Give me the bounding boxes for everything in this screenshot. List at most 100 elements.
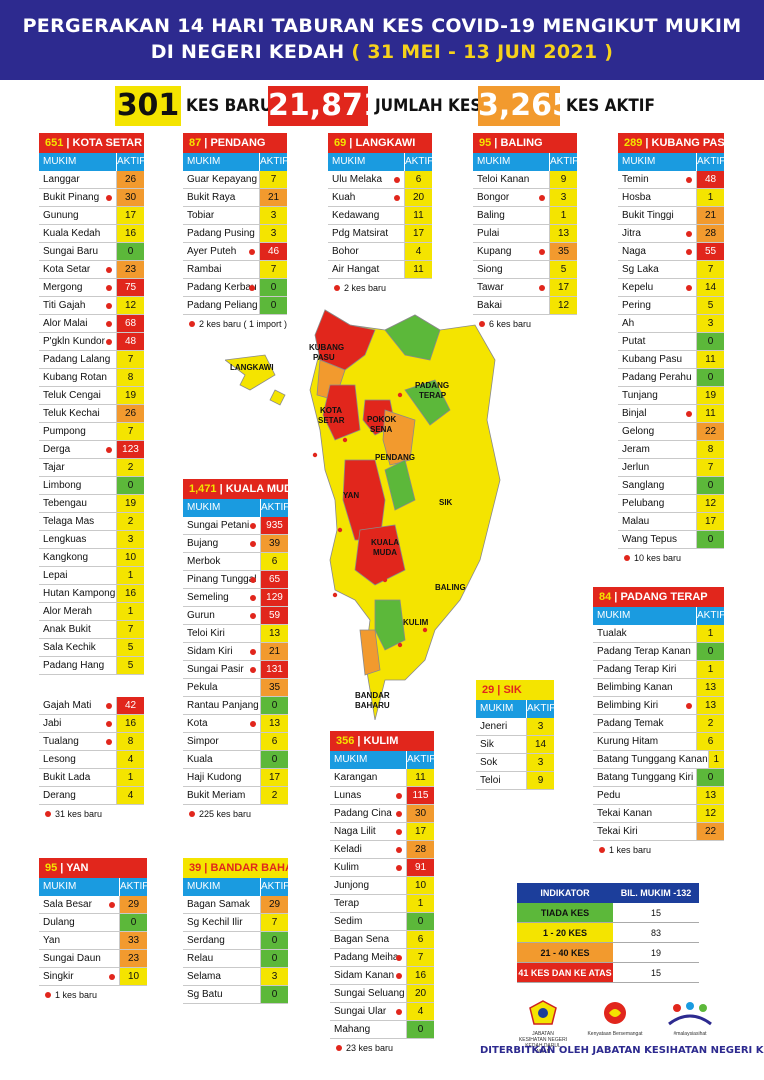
mukim-aktif: 28	[696, 225, 724, 242]
map-region	[314, 309, 376, 371]
mukim-aktif: 1	[116, 603, 144, 620]
district-panel-padang-terap: 84 | PADANG TERAP MUKIM AKTIF Tualak 1 Padang…	[593, 587, 725, 841]
district-title: 69 | LANGKAWI	[328, 133, 432, 153]
mukim-aktif: 4	[406, 1003, 434, 1020]
mukim-name: Padang Perahu	[622, 372, 692, 383]
new-case-dot	[396, 955, 402, 961]
mukim-aktif: 131	[260, 661, 288, 678]
new-case-dot	[250, 595, 256, 601]
mukim-aktif: 23	[119, 950, 147, 967]
mukim-row: Baling 1	[473, 207, 577, 225]
new-case-dot	[106, 303, 112, 309]
mukim-row: Jabi 16	[39, 715, 144, 733]
mukim-name: Pumpong	[43, 426, 86, 437]
mukim-name: Anak Bukit	[43, 624, 91, 635]
mukim-aktif: 17	[549, 279, 577, 296]
mukim-name: Padang Temak	[597, 718, 664, 729]
mukim-row: Sungai Baru 0	[39, 243, 144, 261]
mukim-aktif: 10	[116, 549, 144, 566]
indicator-row: 1 - 20 KES 83	[517, 923, 699, 943]
mukim-name: Karangan	[334, 772, 378, 783]
new-case-dot	[106, 321, 112, 327]
district-name: | KOTA SETAR	[63, 137, 143, 149]
mukim-name: Sidam Kiri	[187, 646, 233, 657]
new-case-dot	[250, 649, 256, 655]
mukim-aktif: 68	[116, 315, 144, 332]
district-total: 84	[599, 591, 612, 603]
mukim-aktif: 7	[696, 459, 724, 476]
indicator-level: TIADA KES	[517, 903, 613, 922]
mukim-aktif: 3	[526, 754, 554, 771]
mukim-aktif: 48	[116, 333, 144, 350]
mukim-row: Lengkuas 3	[39, 531, 144, 549]
kes-baru-value: 301	[115, 86, 181, 126]
map-labels: LANGKAWI KUBANG PASU PADANG TERAP KOTA S…	[230, 343, 466, 710]
mukim-aktif: 0	[406, 913, 434, 930]
mukim-row: Kubang Rotan 8	[39, 369, 144, 387]
mukim-aktif: 39	[260, 535, 288, 552]
mukim-row: Jitra 28	[618, 225, 724, 243]
map-case-dot	[382, 577, 388, 583]
mukim-name: Bujang	[187, 538, 219, 549]
mukim-row: Bagan Samak 29	[183, 896, 288, 914]
mukim-aktif: 48	[696, 171, 724, 188]
mukim-aktif: 16	[116, 225, 144, 242]
map-case-dot	[337, 527, 343, 533]
mukim-row: Putat 0	[618, 333, 724, 351]
mukim-row: Alor Malai 68	[39, 315, 144, 333]
new-case-dot	[686, 177, 692, 183]
indicator-level: 1 - 20 KES	[517, 923, 613, 942]
new-case-dot	[106, 739, 112, 745]
mukim-aktif: 1	[406, 895, 434, 912]
mukim-aktif: 1	[116, 567, 144, 584]
mukim-row: Semeling 129	[183, 589, 288, 607]
mukim-aktif: 6	[696, 733, 724, 750]
mukim-name: Kubang Pasu	[622, 354, 683, 365]
mukim-row: Padang Lalang 7	[39, 351, 144, 369]
mukim-name: Pedu	[597, 790, 621, 801]
mukim-row: Sidam Kiri 21	[183, 643, 288, 661]
district-title: 356 | KULIM	[330, 731, 434, 751]
mukim-row: Merbok 6	[183, 553, 288, 571]
mukim-row: Naga Lilit 17	[330, 823, 434, 841]
map-case-dot	[362, 512, 368, 518]
malaysiasihat-logo: #malaysiasihat	[655, 1000, 725, 1038]
mukim-aktif: 7	[406, 949, 434, 966]
mukim-name: Teloi	[480, 775, 501, 786]
mukim-aktif: 20	[404, 189, 432, 206]
mukim-row: Ayer Puteh 46	[183, 243, 287, 261]
table-header: MUKIM AKTIF	[183, 153, 288, 171]
mukim-name: Sala Besar	[43, 899, 92, 910]
header-mukim: MUKIM	[187, 881, 221, 892]
mukim-aktif: 5	[696, 297, 724, 314]
mukim-name: Singkir	[43, 971, 74, 982]
map-label-langkawi: LANGKAWI	[230, 363, 274, 372]
header-state: DI NEGERI KEDAH	[150, 41, 345, 63]
mukim-name: Hosba	[622, 192, 651, 203]
new-case-dot	[396, 865, 402, 871]
mukim-aktif: 7	[259, 261, 287, 278]
district-total: 356	[336, 735, 355, 747]
indicator-col1: INDIKATOR	[540, 888, 590, 898]
new-case-dot	[45, 992, 51, 998]
mukim-row: Jeneri 3	[476, 718, 554, 736]
mukim-aktif: 7	[116, 351, 144, 368]
mukim-name: Air Hangat	[332, 264, 380, 275]
mukim-name: Tualang	[43, 736, 79, 747]
mukim-aktif: 42	[116, 697, 144, 714]
mukim-row: Yan 33	[39, 932, 147, 950]
new-case-dot	[189, 811, 195, 817]
mukim-name: Gurun	[187, 610, 215, 621]
mukim-row: Simpor 6	[183, 733, 288, 751]
mukim-name: Sungai Ular	[334, 1006, 387, 1017]
mukim-row: Kupang 35	[473, 243, 577, 261]
header-aktif: AKTIF	[260, 878, 289, 896]
mukim-row: Teloi Kanan 9	[473, 171, 577, 189]
table-header: MUKIM AKTIF	[183, 499, 289, 517]
mukim-name: Pdg Matsirat	[332, 228, 389, 239]
mukim-row: Pekula 35	[183, 679, 288, 697]
header-mukim: MUKIM	[43, 881, 77, 892]
new-case-dot	[396, 811, 402, 817]
header-aktif: AKTIF	[404, 153, 433, 171]
mukim-aktif: 0	[260, 751, 288, 768]
